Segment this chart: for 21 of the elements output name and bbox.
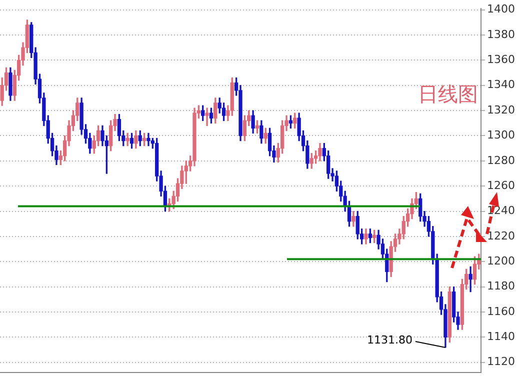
y-tick-label: 1340 <box>487 78 516 92</box>
y-tick-label: 1260 <box>487 178 516 192</box>
candlestick <box>146 132 150 146</box>
y-tick-label: 1120 <box>487 355 516 368</box>
candlestick <box>205 108 209 126</box>
y-tick-label: 1300 <box>487 128 516 142</box>
y-tick-label: 1320 <box>487 103 516 116</box>
y-tick-label: 1220 <box>487 229 516 242</box>
y-tick-label: 1140 <box>487 330 516 344</box>
y-tick-label: 1360 <box>487 53 516 66</box>
candlestick <box>468 266 472 292</box>
y-tick-label: 1180 <box>487 280 516 293</box>
y-tick-label: 1400 <box>487 2 516 16</box>
candlestick <box>126 132 130 146</box>
annotation: 1131.80 <box>366 333 412 346</box>
y-tick-label: 1380 <box>487 28 516 41</box>
annotation: 日线图 <box>418 82 478 106</box>
y-tick-label: 1240 <box>487 204 516 218</box>
y-tick-label: 1200 <box>487 254 516 268</box>
y-tick-label: 1280 <box>487 154 516 167</box>
y-tick-label: 1160 <box>487 304 516 318</box>
